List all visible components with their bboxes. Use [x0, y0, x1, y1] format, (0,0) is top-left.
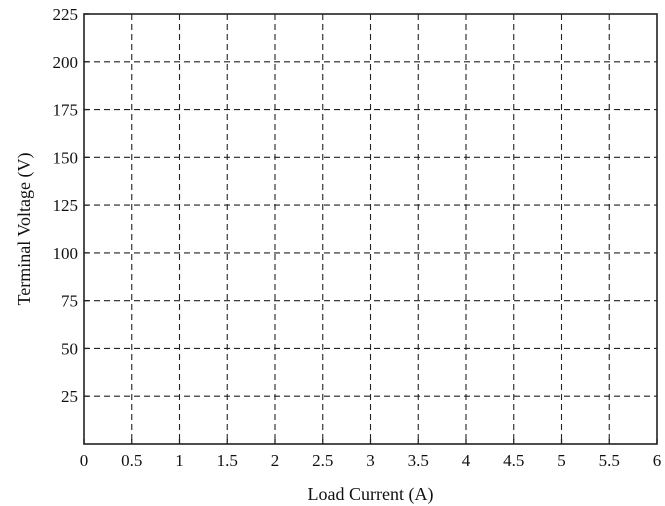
x-axis-label: Load Current (A) [308, 484, 434, 505]
y-tick-label: 100 [53, 244, 79, 263]
x-tick-label: 0 [80, 451, 89, 470]
y-tick-label: 175 [53, 101, 79, 120]
y-axis-tick-labels: 25 50 75 100 125 150 175 200 225 [53, 5, 79, 406]
x-tick-label: 2.5 [312, 451, 333, 470]
tick-marks [83, 13, 658, 444]
x-tick-label: 6 [653, 451, 662, 470]
x-tick-label: 3.5 [408, 451, 429, 470]
x-tick-label: 2 [271, 451, 280, 470]
y-tick-label: 50 [61, 339, 78, 358]
x-tick-label: 3 [366, 451, 375, 470]
y-axis-label: Terminal Voltage (V) [14, 152, 35, 305]
x-axis-tick-labels: 0 0.5 1 1.5 2 2.5 3 3.5 4 4.5 5 5.5 6 [80, 451, 662, 470]
y-tick-label: 75 [61, 292, 78, 311]
x-tick-label: 4.5 [503, 451, 524, 470]
x-tick-label: 5.5 [599, 451, 620, 470]
x-tick-label: 5 [557, 451, 566, 470]
x-tick-label: 4 [462, 451, 471, 470]
grid-lines [84, 14, 657, 444]
y-tick-label: 25 [61, 387, 78, 406]
x-tick-label: 1 [175, 451, 184, 470]
x-tick-label: 0.5 [121, 451, 142, 470]
y-tick-label: 125 [53, 196, 79, 215]
x-tick-label: 1.5 [217, 451, 238, 470]
y-tick-label: 150 [53, 148, 79, 167]
y-tick-label: 225 [53, 5, 79, 24]
y-tick-label: 200 [53, 53, 79, 72]
